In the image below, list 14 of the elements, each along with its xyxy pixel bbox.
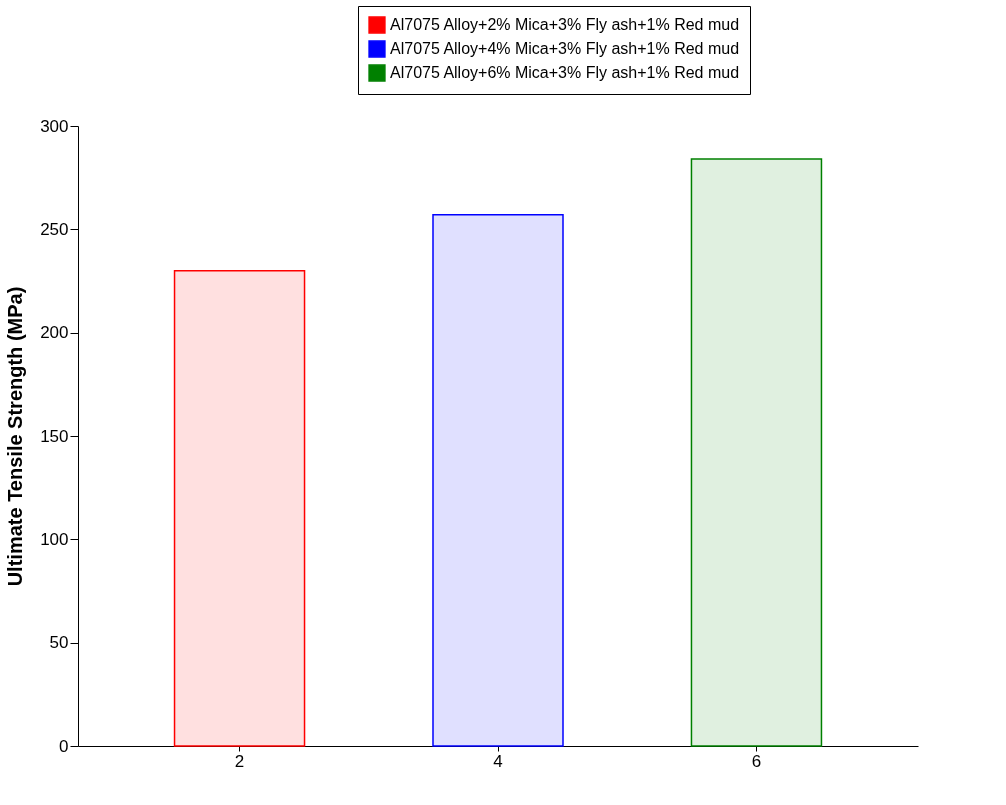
y-tick-label: 300 xyxy=(40,116,69,136)
y-tick-label: 150 xyxy=(40,426,69,446)
x-tick-label: 6 xyxy=(751,751,762,771)
legend-label: Al7075 Alloy+6% Mica+3% Fly ash+1% Red mud xyxy=(390,64,740,81)
x-tick-label: 4 xyxy=(493,751,503,771)
y-tick-label: 0 xyxy=(59,736,69,756)
legend-label: Al7075 Alloy+2% Mica+3% Fly ash+1% Red mud xyxy=(390,16,740,33)
y-tick-label: 50 xyxy=(49,633,69,653)
y-tick-label: 200 xyxy=(40,323,69,343)
legend-label: Al7075 Alloy+4% Mica+3% Fly ash+1% Red mud xyxy=(390,40,740,57)
y-tick-label: 100 xyxy=(40,529,69,549)
y-tick-label: 250 xyxy=(40,219,69,239)
y-axis-title: Ultimate Tensile Strength (MPa) xyxy=(4,286,27,587)
x-tick-label: 2 xyxy=(234,751,245,771)
